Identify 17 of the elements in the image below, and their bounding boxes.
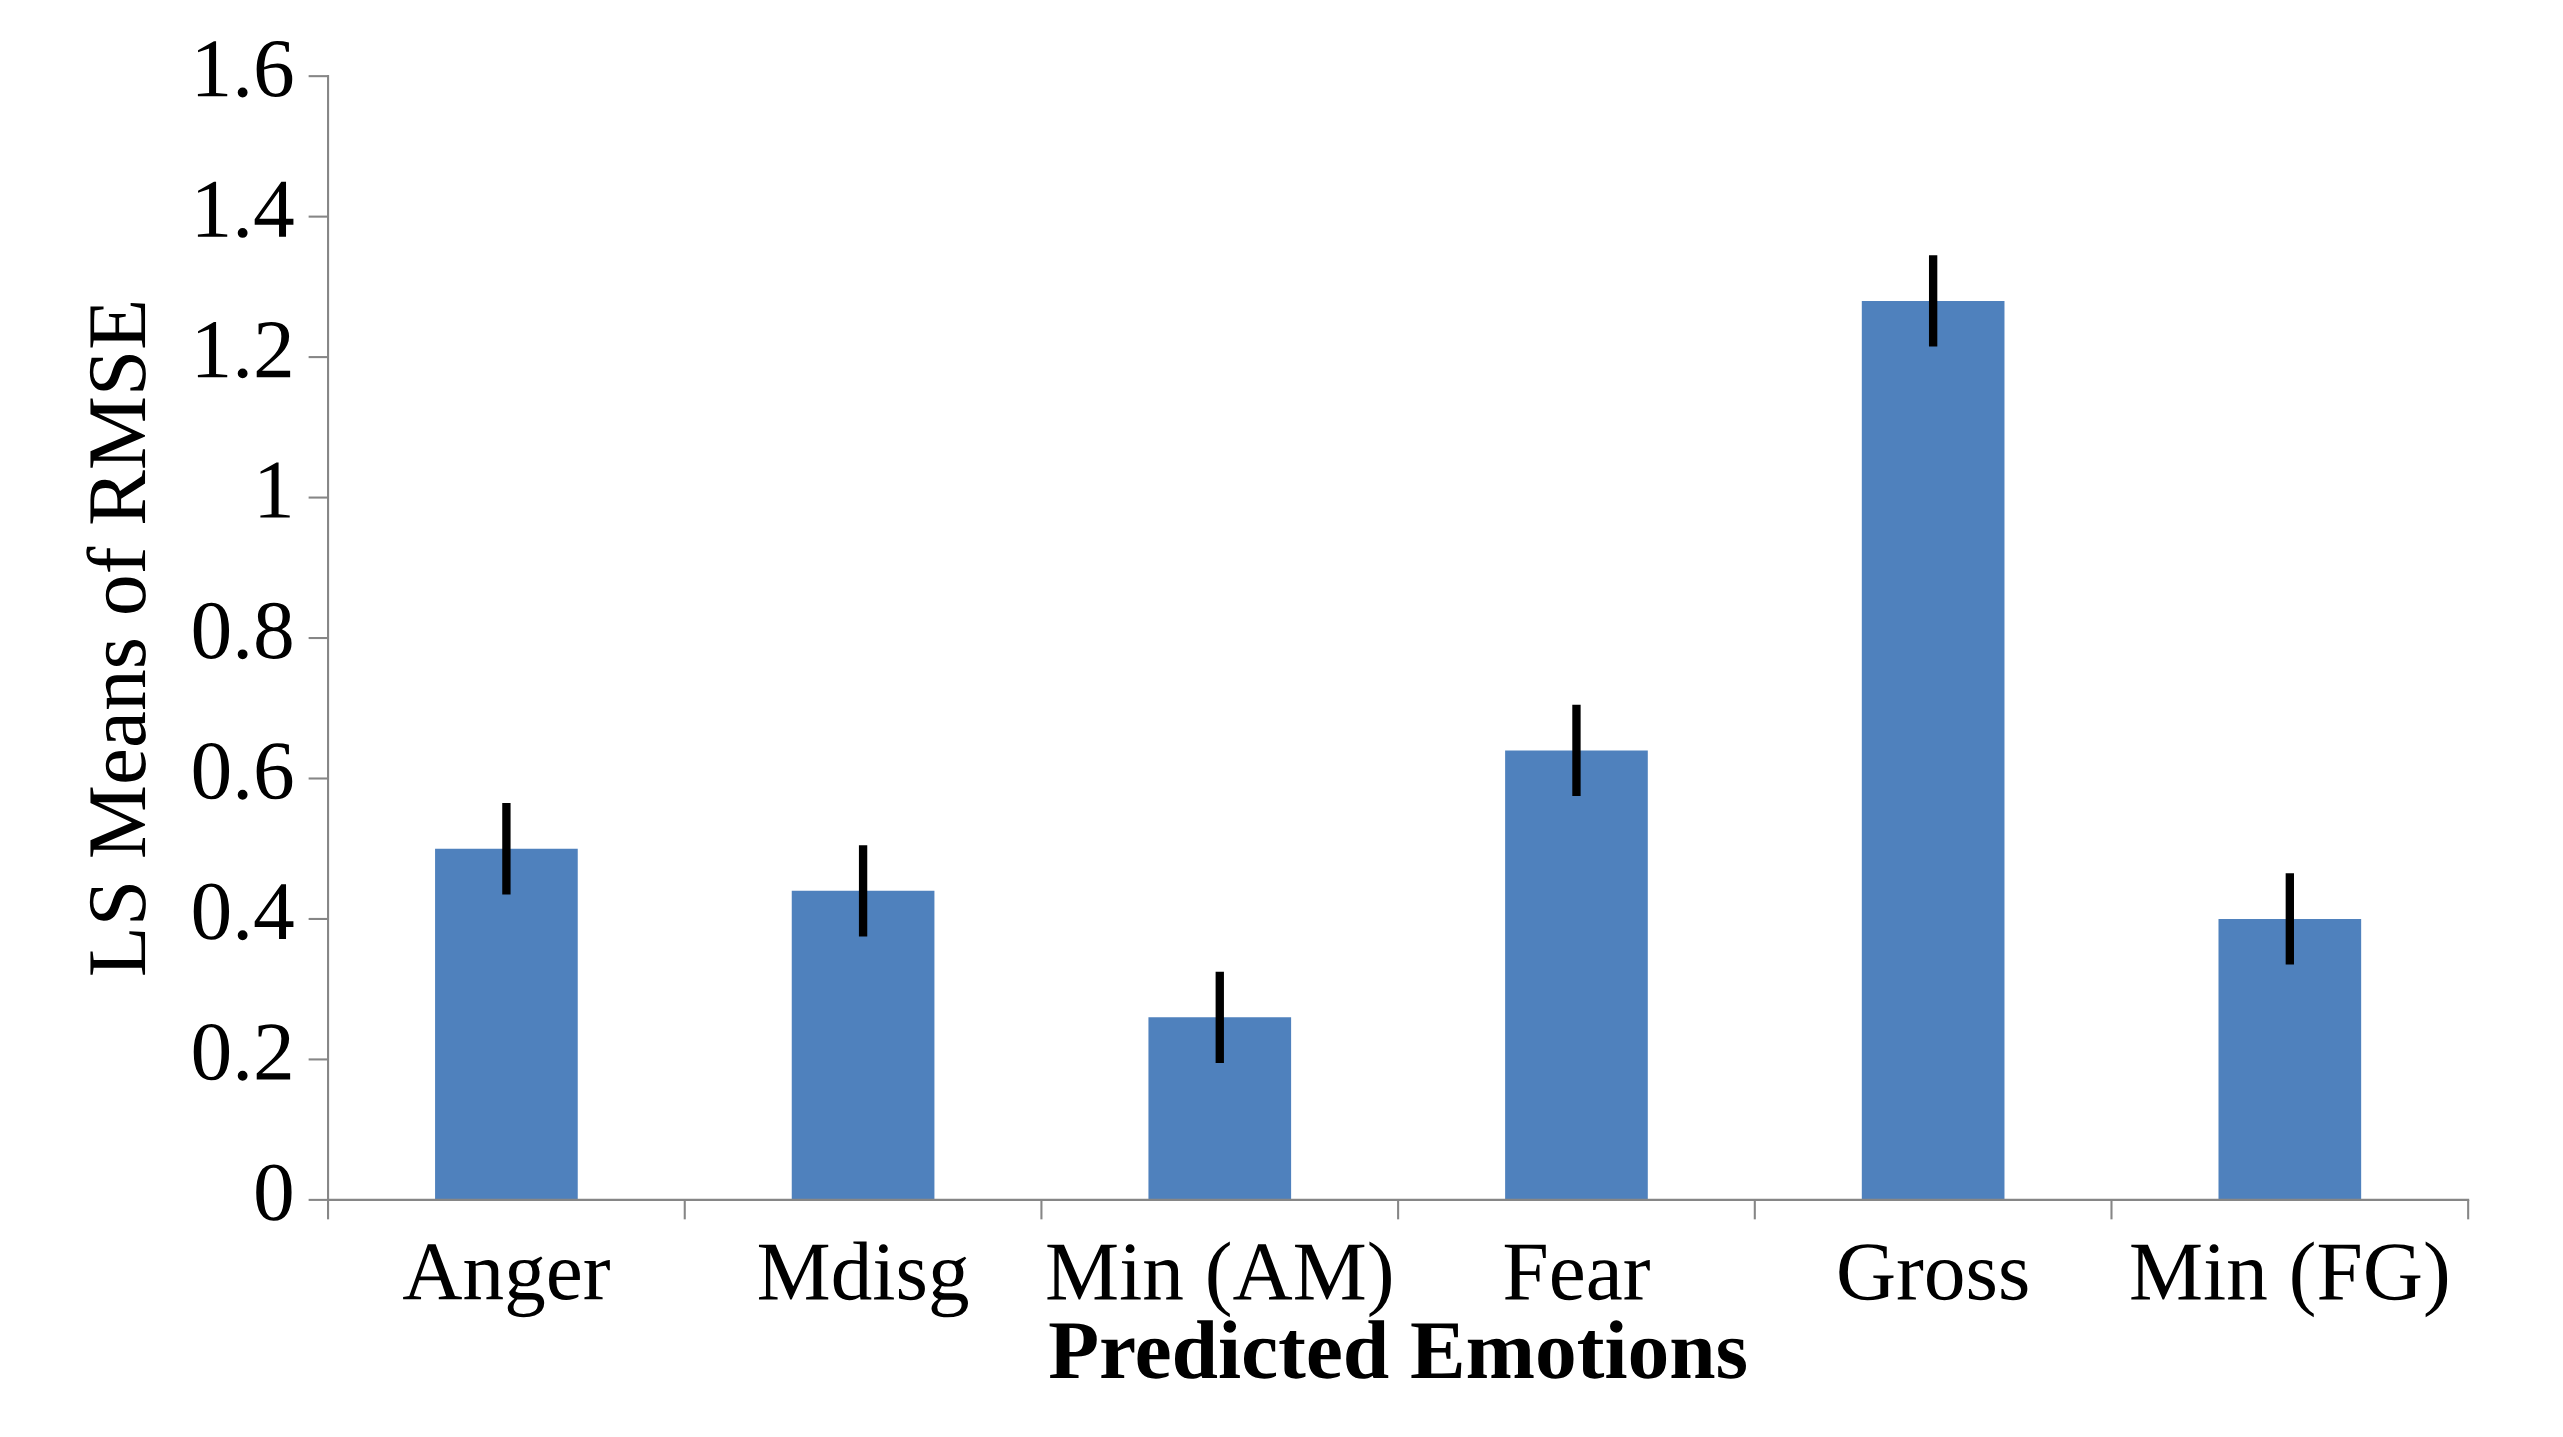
y-tick-label: 0 [256, 1164, 292, 1221]
y-tick-label: 0.8 [193, 602, 292, 660]
y-tick-label: 1.2 [197, 321, 291, 379]
x-tick-label: Fear [1504, 1244, 1650, 1301]
x-tick-label: Gross [1839, 1244, 2028, 1301]
y-tick-label: 0.2 [193, 1024, 291, 1081]
x-tick-label: Min (FG) [2131, 1241, 2448, 1318]
y-tick-label: 0.4 [193, 883, 294, 941]
y-tick-label: 1.6 [197, 41, 293, 98]
y-axis-title: LS Means of RMSE [86, 303, 146, 975]
y-tick-label: 0.6 [193, 743, 293, 800]
x-tick-label: Mdisg [758, 1241, 968, 1318]
x-tick-label: Min (AM) [1047, 1241, 1391, 1318]
x-tick-label: Anger [403, 1244, 610, 1318]
y-tick-label: 1.4 [197, 181, 294, 238]
x-axis-title: Predicted Emotions [1049, 1320, 1746, 1379]
y-tick-label: 1 [260, 462, 290, 518]
